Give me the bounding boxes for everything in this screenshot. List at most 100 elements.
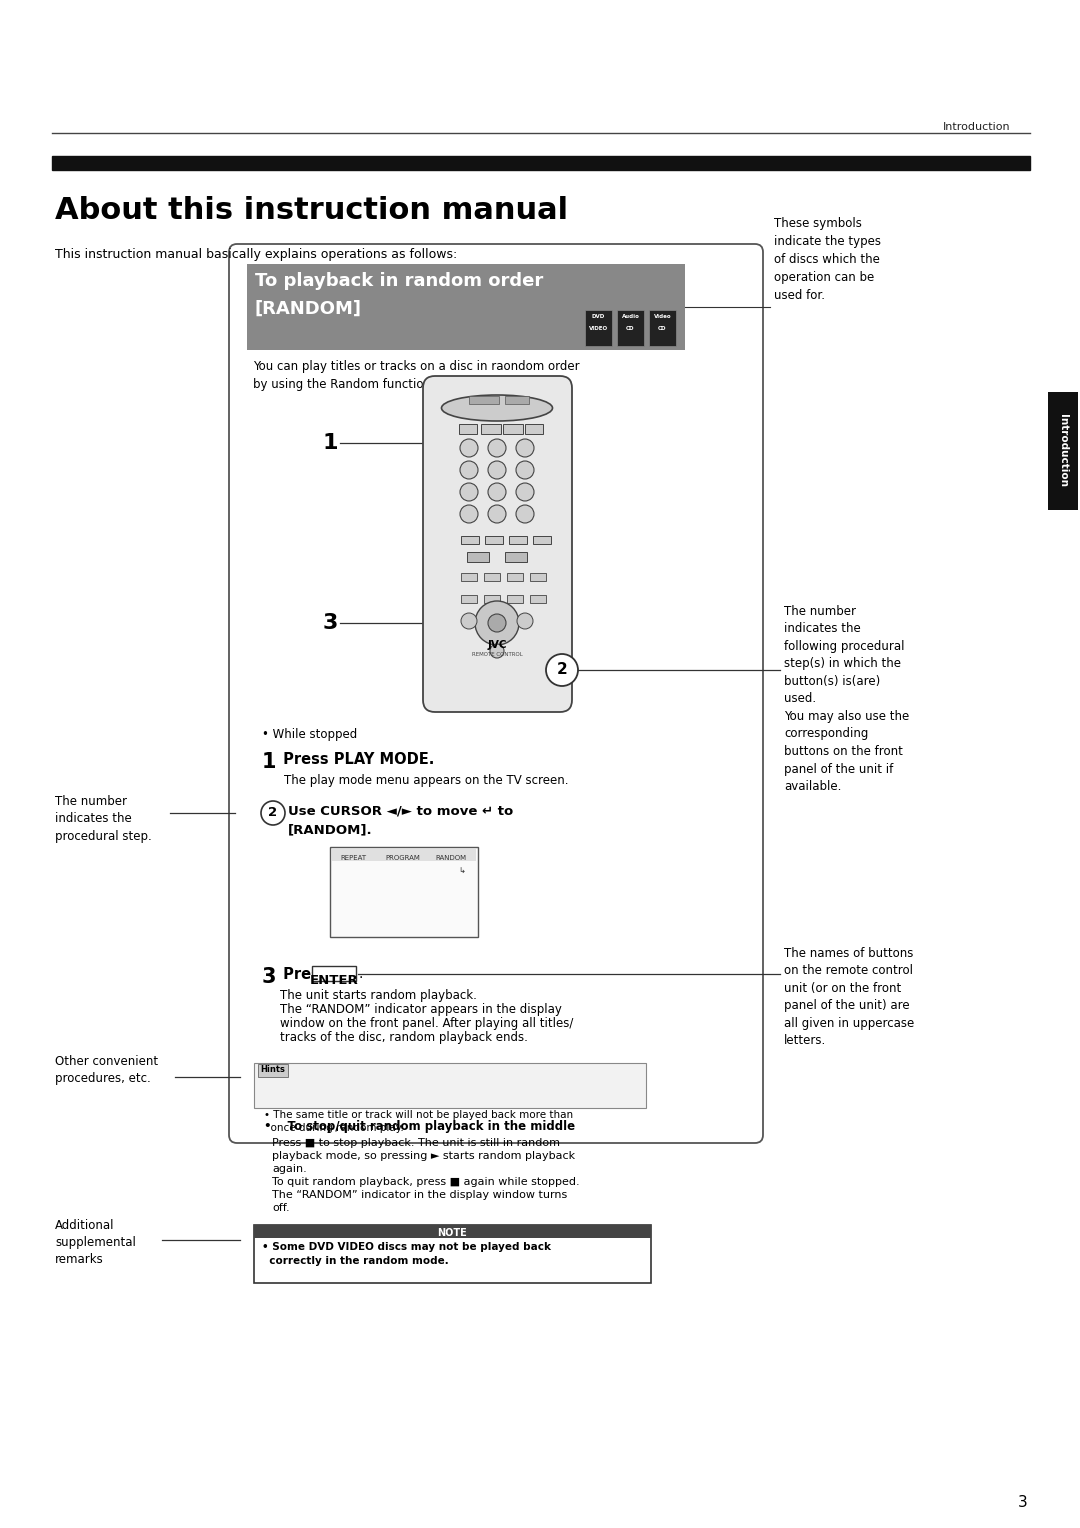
Text: •  To stop/quit random playback in the middle: • To stop/quit random playback in the mi… (264, 1120, 576, 1132)
Text: • While stopped: • While stopped (262, 727, 357, 741)
Text: NOTE: NOTE (437, 1227, 467, 1238)
Text: About this instruction manual: About this instruction manual (55, 196, 568, 225)
Text: ENTER: ENTER (310, 973, 359, 987)
Text: Press ■ to stop playback. The unit is still in random: Press ■ to stop playback. The unit is st… (272, 1138, 561, 1148)
Text: 3: 3 (262, 967, 276, 987)
Text: again.: again. (272, 1164, 307, 1174)
Bar (507, 573, 523, 581)
Circle shape (488, 504, 507, 523)
Circle shape (517, 613, 534, 630)
Circle shape (488, 614, 507, 633)
Text: PROGRAM: PROGRAM (384, 856, 420, 860)
Text: This instruction manual basically explains operations as follows:: This instruction manual basically explai… (55, 248, 457, 261)
Text: CD: CD (626, 327, 635, 332)
Text: .: . (357, 967, 363, 981)
Text: • Some DVD VIDEO discs may not be played back
  correctly in the random mode.: • Some DVD VIDEO discs may not be played… (262, 1242, 551, 1267)
Circle shape (488, 439, 507, 457)
Text: The play mode menu appears on the TV screen.: The play mode menu appears on the TV scr… (284, 775, 568, 787)
Text: 3: 3 (323, 613, 338, 633)
Circle shape (516, 504, 534, 523)
Circle shape (475, 601, 519, 645)
Text: Audio: Audio (622, 313, 639, 319)
Bar (617, 310, 644, 345)
Text: The number
indicates the
following procedural
step(s) in which the
button(s) is(: The number indicates the following proce… (784, 605, 909, 793)
Bar (484, 594, 500, 604)
Text: JVC: JVC (487, 640, 507, 649)
Text: The “RANDOM” indicator appears in the display: The “RANDOM” indicator appears in the di… (280, 1002, 562, 1016)
Bar (530, 573, 546, 581)
Text: DVD: DVD (592, 313, 605, 319)
Text: CD: CD (658, 327, 666, 332)
Bar (254, 1225, 651, 1284)
FancyBboxPatch shape (423, 376, 572, 712)
Text: Press: Press (278, 967, 334, 983)
Text: • The same title or track will not be played back more than
  once during random: • The same title or track will not be pl… (264, 1109, 573, 1134)
Bar (247, 264, 685, 350)
Bar (525, 423, 543, 434)
Text: The unit starts random playback.: The unit starts random playback. (280, 989, 477, 1002)
Bar (481, 423, 501, 434)
Bar (258, 1063, 288, 1077)
Text: The names of buttons
on the remote control
unit (or on the front
panel of the un: The names of buttons on the remote contr… (784, 947, 915, 1048)
Bar (484, 573, 500, 581)
Bar (503, 423, 523, 434)
Text: tracks of the disc, random playback ends.: tracks of the disc, random playback ends… (280, 1031, 528, 1044)
Text: Introduction: Introduction (1058, 414, 1068, 487)
Text: Other convenient
procedures, etc.: Other convenient procedures, etc. (55, 1054, 158, 1085)
Bar (585, 310, 612, 345)
Text: Introduction: Introduction (943, 122, 1010, 131)
Text: These symbols
indicate the types
of discs which the
operation can be
used for.: These symbols indicate the types of disc… (774, 217, 881, 303)
Circle shape (516, 483, 534, 501)
Text: playback mode, so pressing ► starts random playback: playback mode, so pressing ► starts rand… (272, 1151, 576, 1161)
Bar (332, 850, 476, 860)
Circle shape (460, 461, 478, 478)
Bar (461, 573, 477, 581)
Bar (505, 396, 529, 403)
Text: To playback in random order: To playback in random order (255, 272, 543, 290)
Circle shape (516, 439, 534, 457)
Circle shape (488, 483, 507, 501)
Text: off.: off. (272, 1203, 289, 1213)
Text: Hints: Hints (260, 1065, 285, 1074)
Text: [RANDOM].: [RANDOM]. (288, 824, 373, 836)
Text: 3: 3 (1018, 1494, 1028, 1510)
Circle shape (460, 439, 478, 457)
Bar (459, 423, 477, 434)
Bar (469, 396, 499, 403)
Bar (312, 966, 356, 981)
Circle shape (488, 461, 507, 478)
Text: 1: 1 (323, 432, 338, 452)
Text: Use CURSOR ◄/► to move ↵ to: Use CURSOR ◄/► to move ↵ to (288, 805, 513, 817)
Bar (254, 1225, 651, 1238)
Circle shape (460, 483, 478, 501)
Bar (1048, 393, 1078, 510)
Text: To quit random playback, press ■ again while stopped.: To quit random playback, press ■ again w… (272, 1177, 580, 1187)
Text: 2: 2 (556, 663, 567, 677)
Circle shape (460, 504, 478, 523)
Text: The “RANDOM” indicator in the display window turns: The “RANDOM” indicator in the display wi… (272, 1190, 567, 1199)
Text: You can play titles or tracks on a disc in raondom order
by using the Random fun: You can play titles or tracks on a disc … (253, 361, 580, 391)
Text: Video: Video (653, 313, 672, 319)
Text: REPEAT: REPEAT (340, 856, 366, 860)
Text: 1: 1 (262, 752, 276, 772)
Text: Press PLAY MODE.: Press PLAY MODE. (278, 752, 434, 767)
Bar (534, 536, 551, 544)
Text: 2: 2 (269, 807, 278, 819)
Ellipse shape (442, 396, 553, 422)
Bar (461, 594, 477, 604)
Bar (467, 552, 489, 562)
Circle shape (546, 654, 578, 686)
Text: VIDEO: VIDEO (589, 327, 608, 332)
Bar (509, 536, 527, 544)
Bar (530, 594, 546, 604)
Bar (52, 156, 1030, 170)
Bar (507, 594, 523, 604)
Bar (485, 536, 503, 544)
Text: REMOTE CONTROL: REMOTE CONTROL (472, 652, 523, 657)
Circle shape (490, 643, 504, 659)
Bar (505, 552, 527, 562)
Bar (649, 310, 676, 345)
Circle shape (461, 613, 477, 630)
Text: The number
indicates the
procedural step.: The number indicates the procedural step… (55, 795, 152, 843)
Circle shape (261, 801, 285, 825)
